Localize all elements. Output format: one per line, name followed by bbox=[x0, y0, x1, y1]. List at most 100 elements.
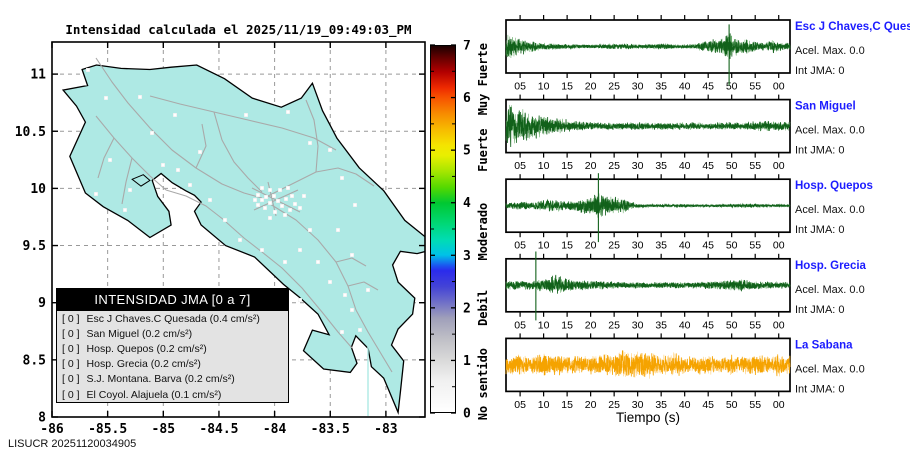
time-tick-label: 15 bbox=[561, 160, 573, 172]
colorbar-category-label: No sentido bbox=[476, 348, 490, 420]
time-tick-label: 45 bbox=[702, 240, 714, 252]
colorbar-tick-label: 7 bbox=[463, 40, 471, 54]
time-tick-label: 15 bbox=[561, 399, 573, 411]
station-name-label: Esc J Chaves,C Quesada bbox=[795, 21, 910, 33]
time-tick-label: 30 bbox=[632, 160, 644, 172]
time-tick-label: 25 bbox=[608, 160, 620, 172]
legend-item-intensity: [ 0 ] bbox=[62, 388, 80, 401]
time-tick-label: 55 bbox=[749, 319, 761, 331]
time-tick-label: 30 bbox=[632, 399, 644, 411]
road-line bbox=[95, 57, 263, 199]
time-tick-label: 40 bbox=[679, 81, 691, 93]
station-marker bbox=[283, 260, 288, 265]
station-name-label: San Miguel bbox=[795, 101, 856, 113]
time-tick-label: 05 bbox=[514, 399, 526, 411]
seismogram-trace bbox=[505, 194, 791, 219]
station-marker bbox=[328, 147, 333, 152]
acel-max-label: Acel. Max. 0.0 bbox=[795, 363, 865, 375]
station-name-label: Hosp. Grecia bbox=[795, 260, 867, 272]
stations-layer bbox=[85, 67, 371, 335]
legend-item: [ 0 ] Hosp. Grecia (0.2 cm/s²) bbox=[57, 357, 288, 372]
time-tick-label: 55 bbox=[749, 399, 761, 411]
time-tick-label: 40 bbox=[679, 240, 691, 252]
station-marker bbox=[268, 215, 273, 220]
station-marker bbox=[286, 109, 291, 114]
station-marker bbox=[290, 193, 295, 198]
acel-max-label: Acel. Max. 0.0 bbox=[795, 125, 865, 137]
station-marker bbox=[293, 201, 298, 206]
time-axis-label: Tiempo (s) bbox=[615, 410, 680, 425]
seismogram-trace bbox=[505, 350, 791, 378]
legend-item-intensity: [ 0 ] bbox=[62, 327, 80, 340]
seismogram-group: 05 10 15 20 25 30 35 40 45 50 55 00 San Miguel Acel. … bbox=[505, 94, 865, 172]
map-frame bbox=[51, 41, 426, 418]
lat-tick-label: 10 bbox=[30, 182, 46, 197]
legend-item-intensity: [ 0 ] bbox=[62, 358, 80, 371]
colorbar-tick-label: 5 bbox=[463, 144, 471, 159]
seismogram-trace bbox=[505, 106, 791, 148]
time-tick-label: 25 bbox=[608, 240, 620, 252]
legend-item-label: Hosp. Quepos (0.2 cm/s²) bbox=[86, 342, 207, 355]
lat-tick-label: 8 bbox=[38, 411, 46, 426]
station-marker bbox=[263, 205, 268, 210]
time-tick-label: 20 bbox=[585, 399, 597, 411]
station-marker bbox=[260, 247, 265, 252]
time-tick-label: 40 bbox=[679, 319, 691, 331]
time-tick-label: 50 bbox=[726, 81, 738, 93]
map-svg: -86 -85.5 -85 -84.5 -84 -83.5 -83 8 8.5 9 9.5 10 10.… bbox=[15, 41, 426, 437]
time-tick-label: 20 bbox=[585, 160, 597, 172]
road-line bbox=[335, 257, 367, 267]
lon-tick-label: -85.5 bbox=[88, 422, 127, 437]
time-tick-label: 10 bbox=[538, 240, 550, 252]
island bbox=[131, 174, 151, 187]
station-marker bbox=[284, 196, 289, 201]
legend-header: INTENSIDAD JMA [0 a 7] bbox=[57, 289, 288, 311]
station-marker bbox=[260, 185, 265, 190]
lat-tick-label: 9 bbox=[38, 296, 46, 311]
station-marker bbox=[268, 187, 273, 192]
seismogram-group: 05 10 15 20 25 30 35 40 45 50 55 00 Esc J Chaves,C Q… bbox=[505, 15, 910, 93]
station-marker bbox=[187, 182, 192, 187]
legend-item-intensity: [ 0 ] bbox=[62, 312, 80, 325]
lat-tick-label: 8.5 bbox=[23, 353, 46, 368]
station-marker bbox=[328, 280, 333, 285]
colorbar-category-label: Muy Fuerte bbox=[476, 43, 490, 115]
time-tick-label: 25 bbox=[608, 319, 620, 331]
lon-tick-label: -85 bbox=[152, 422, 175, 437]
colorbar-tick-label: 0 bbox=[463, 407, 471, 422]
station-marker bbox=[256, 192, 261, 197]
station-marker bbox=[343, 293, 348, 298]
legend-item: [ 0 ] S.J. Montana. Barva (0.2 cm/s²) bbox=[57, 372, 288, 387]
acel-max-label: Acel. Max. 0.0 bbox=[795, 204, 865, 216]
time-tick-label: 50 bbox=[726, 319, 738, 331]
station-marker bbox=[237, 237, 242, 242]
station-marker bbox=[283, 212, 288, 217]
time-tick-label: 30 bbox=[632, 81, 644, 93]
legend-box: INTENSIDAD JMA [0 a 7] [ 0 ] Esc J Chaves… bbox=[56, 288, 289, 404]
seismogram-group: 05 10 15 20 25 30 35 40 45 50 55 00 La Sabana Acel. M… bbox=[505, 333, 865, 411]
time-tick-label: 00 bbox=[773, 160, 785, 172]
time-tick-label: 05 bbox=[514, 81, 526, 93]
road-line bbox=[305, 99, 319, 173]
lat-tick-label: 11 bbox=[30, 68, 46, 83]
time-tick-label: 05 bbox=[514, 160, 526, 172]
station-marker bbox=[350, 308, 355, 313]
legend-item-intensity: [ 0 ] bbox=[62, 342, 80, 355]
station-marker bbox=[340, 330, 345, 335]
station-marker bbox=[358, 328, 363, 333]
time-tick-label: 50 bbox=[726, 399, 738, 411]
time-tick-label: 20 bbox=[585, 81, 597, 93]
colorbar-tick-label: 4 bbox=[463, 196, 471, 211]
station-marker bbox=[336, 227, 341, 232]
time-tick-label: 35 bbox=[655, 240, 667, 252]
station-marker bbox=[260, 197, 265, 202]
int-jma-label: Int JMA: 0 bbox=[795, 65, 845, 77]
station-marker bbox=[278, 187, 283, 192]
roads-layer bbox=[95, 57, 393, 373]
time-tick-label: 25 bbox=[608, 399, 620, 411]
colorbar-category-label: Debil bbox=[476, 290, 490, 326]
station-marker bbox=[353, 202, 358, 207]
time-tick-label: 35 bbox=[655, 319, 667, 331]
time-tick-label: 15 bbox=[561, 240, 573, 252]
station-marker bbox=[207, 197, 212, 202]
